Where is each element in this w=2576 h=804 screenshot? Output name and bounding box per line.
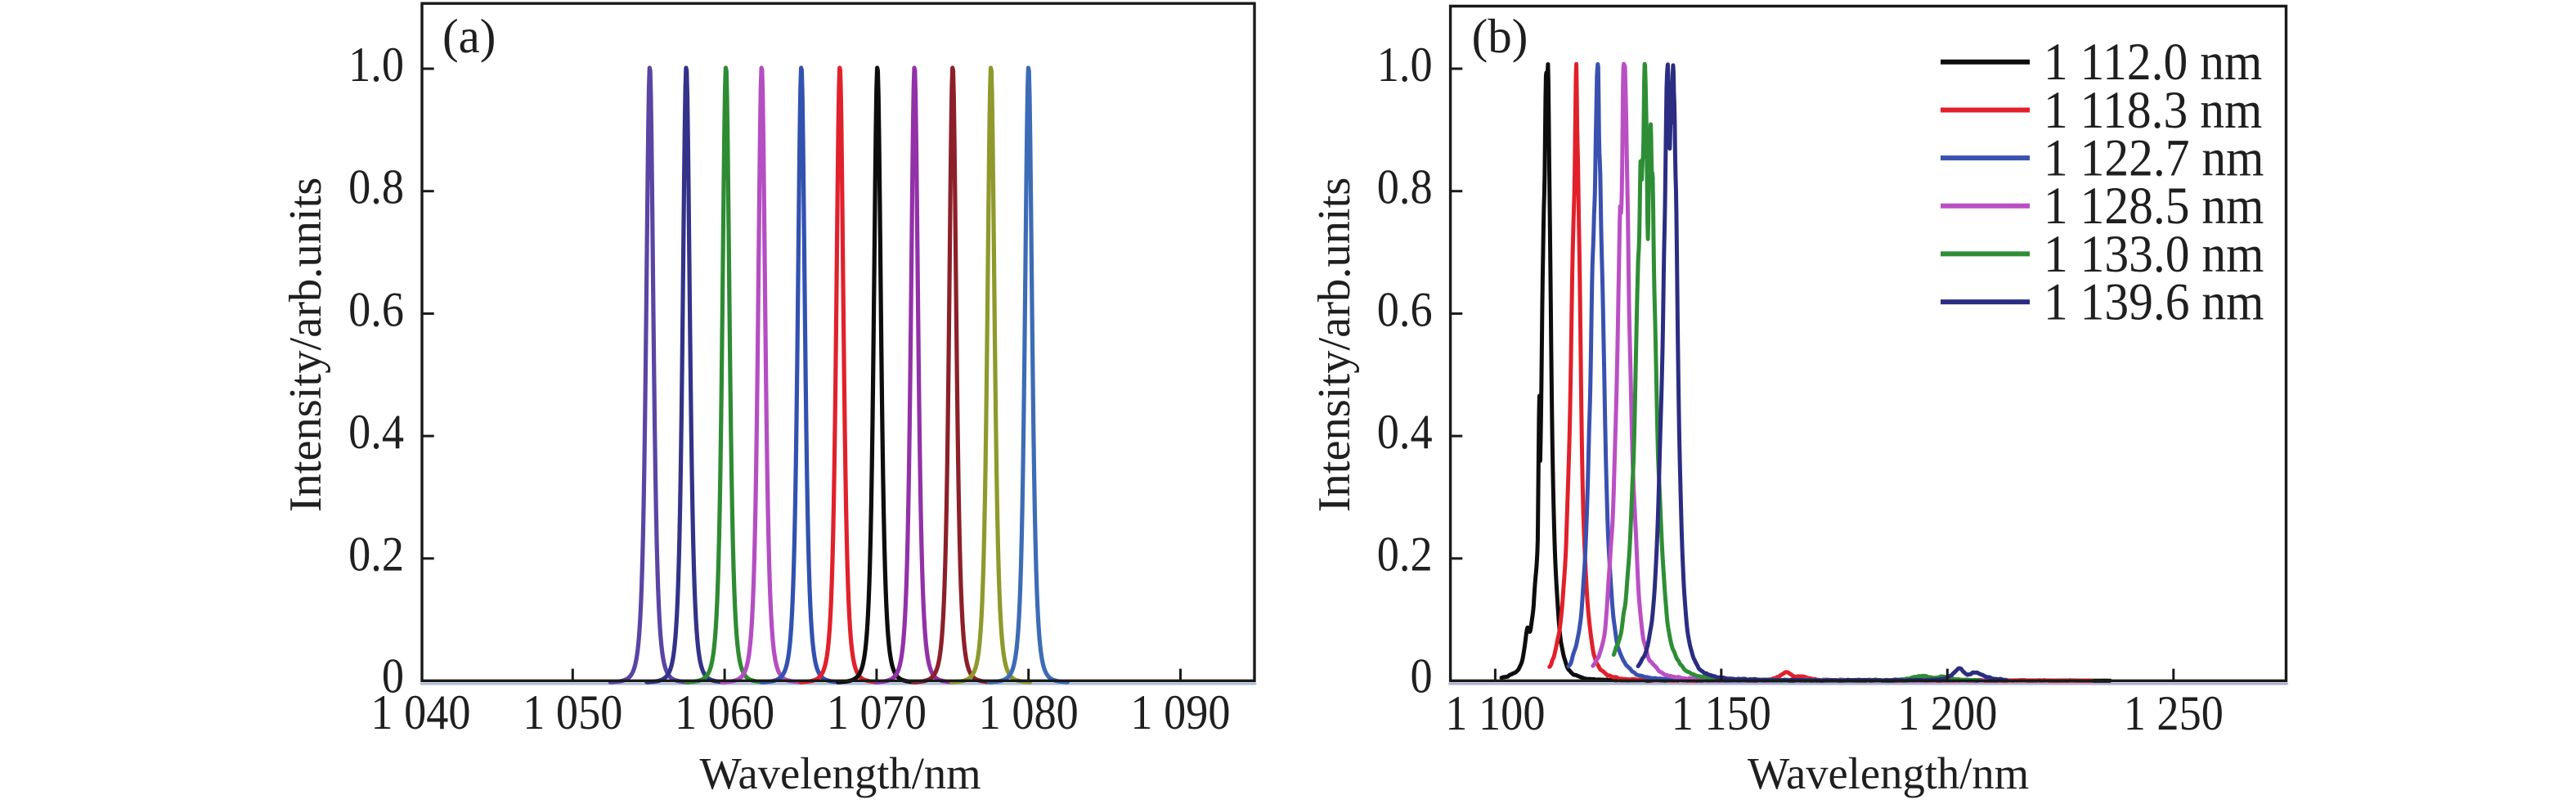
svg-text:1 118.3 nm: 1 118.3 nm: [2044, 80, 2262, 139]
svg-text:1 112.0 nm: 1 112.0 nm: [2044, 33, 2262, 92]
svg-text:1 060: 1 060: [675, 686, 774, 740]
svg-text:1.0: 1.0: [1377, 38, 1433, 92]
svg-text:0.6: 0.6: [1377, 283, 1433, 337]
svg-text:1 133.0 nm: 1 133.0 nm: [2044, 224, 2264, 283]
svg-text:1 250: 1 250: [2124, 687, 2224, 741]
svg-text:1 070: 1 070: [827, 686, 927, 740]
svg-text:1 040: 1 040: [370, 686, 470, 740]
svg-text:Intensity/arb.units: Intensity/arb.units: [1309, 177, 1360, 513]
svg-text:1 139.6 nm: 1 139.6 nm: [2044, 272, 2264, 331]
svg-text:0.6: 0.6: [348, 283, 404, 337]
svg-text:0: 0: [1410, 649, 1432, 703]
svg-text:(b): (b): [1472, 9, 1528, 63]
svg-text:1 100: 1 100: [1445, 687, 1545, 741]
svg-text:0.8: 0.8: [348, 160, 404, 214]
svg-text:1 128.5 nm: 1 128.5 nm: [2044, 177, 2264, 236]
svg-text:1 122.7 nm: 1 122.7 nm: [2044, 128, 2264, 187]
svg-text:Wavelength/nm: Wavelength/nm: [699, 748, 981, 798]
svg-text:0.4: 0.4: [1377, 406, 1433, 460]
svg-text:(a): (a): [442, 9, 496, 63]
svg-text:1 200: 1 200: [1897, 687, 1997, 741]
svg-text:1 090: 1 090: [1130, 686, 1230, 740]
svg-text:1 150: 1 150: [1672, 687, 1771, 741]
svg-text:0.4: 0.4: [348, 406, 404, 460]
svg-text:0.2: 0.2: [1377, 528, 1433, 582]
svg-text:0.2: 0.2: [348, 528, 404, 582]
svg-text:1 080: 1 080: [979, 686, 1079, 740]
svg-text:0.8: 0.8: [1377, 160, 1433, 214]
svg-text:0: 0: [382, 649, 404, 703]
svg-text:Wavelength/nm: Wavelength/nm: [1748, 748, 2029, 798]
svg-text:1.0: 1.0: [348, 38, 404, 92]
svg-text:Intensity/arb.units: Intensity/arb.units: [280, 177, 331, 513]
svg-text:1 050: 1 050: [523, 686, 622, 740]
